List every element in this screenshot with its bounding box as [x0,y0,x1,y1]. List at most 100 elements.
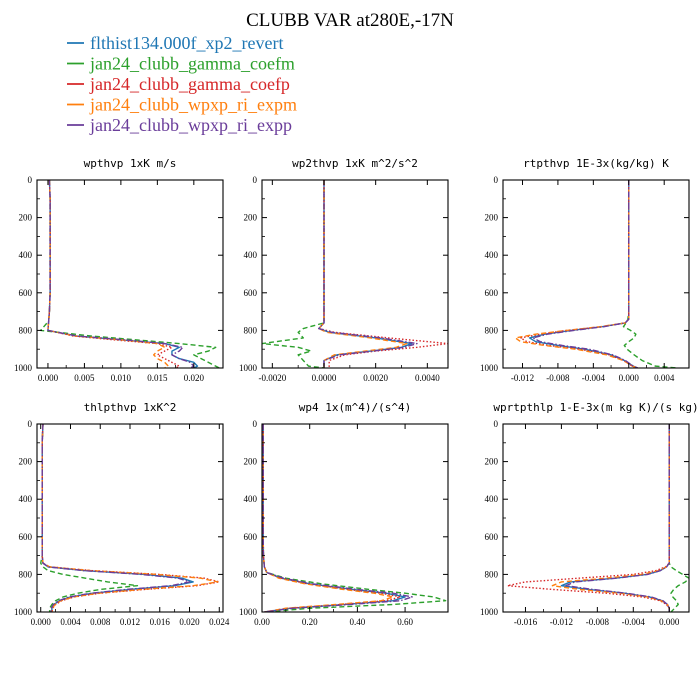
panel-5: wp4 1x(m^4)/(s^4) 0.00 0.20 0.40 0.60 0 200 400… [239,401,449,627]
y-tick-label: 1000 [480,607,499,617]
legend-label: jan24_clubb_gamma_coefp [89,74,290,94]
y-tick-label: 200 [244,457,258,467]
x-tick-label: -0.004 [622,617,646,627]
series-line-3 [506,424,670,612]
y-tick-label: 200 [485,213,499,223]
y-tick-label: 0 [28,175,33,185]
series-line-3 [318,180,448,368]
x-tick-label: 0.010 [111,373,132,383]
series-line-4 [318,180,408,368]
series-line-5 [532,180,638,368]
x-tick-label: 0.012 [120,617,140,627]
series-group [506,424,689,612]
plot-frame [261,179,449,369]
panel-title: thlpthvp 1xK^2 [84,401,177,414]
series-line-1 [262,424,406,612]
panel-3: rtpthvp 1E-3x(kg/kg) K -0.012 -0.008 -0.004… [480,157,690,383]
y-tick-label: 0 [494,175,499,185]
legend-label: jan24_clubb_gamma_coefm [89,54,295,74]
series-line-2 [40,424,139,612]
y-tick-label: 0 [494,419,499,429]
series-line-5 [565,424,670,612]
y-tick-label: 800 [19,569,33,579]
y-tick-label: 0 [253,175,258,185]
y-tick-label: 800 [485,569,499,579]
x-tick-label: -0.0020 [258,373,286,383]
x-tick-label: 0.015 [147,373,168,383]
x-tick-label: -0.008 [546,373,570,383]
x-tick-label: 0.020 [184,373,205,383]
series-line-1 [318,180,413,368]
panels: wpthvp 1xK m/s0.000 0.005 0.010 0.015 0.0200… [14,157,699,627]
x-tick-label: 0.000 [659,617,680,627]
series-line-3 [41,424,220,612]
x-tick-label: -0.004 [582,373,606,383]
x-tick-label: -0.012 [550,617,573,627]
series-line-3 [262,424,402,612]
x-tick-label: 0.016 [150,617,171,627]
x-tick-label: 0.00 [254,617,270,627]
x-tick-label: 0.000 [38,373,59,383]
legend-item: jan24_clubb_gamma_coefp [67,74,290,94]
x-tick-label: 0.40 [350,617,366,627]
series-line-2 [262,180,325,368]
legend: flthist134.000f_xp2_revertjan24_clubb_ga… [67,33,297,135]
series-line-4 [41,424,219,612]
series-group [39,180,220,368]
x-tick-label: 0.0020 [363,373,388,383]
series-line-1 [560,424,670,612]
panel-title: wpthvp 1xK m/s [84,157,177,170]
legend-label: jan24_clubb_wpxp_ri_expp [89,115,292,135]
series-line-4 [262,424,394,612]
x-tick-label: -0.016 [514,617,538,627]
y-tick-label: 400 [19,250,33,260]
panel-1: wpthvp 1xK m/s 0.000 0.005 0.010 0.015 0.020 0… [14,157,224,383]
x-tick-label: 0.005 [74,373,95,383]
plot-frame [502,179,690,369]
legend-label: jan24_clubb_wpxp_ri_expm [89,95,297,115]
y-tick-label: 400 [19,494,33,504]
panel-title: wprtpthlp 1-E-3x(m kg K)/(s kg) [493,401,698,414]
y-tick-label: 400 [485,250,499,260]
series-line-2 [668,424,689,612]
y-tick-label: 200 [485,457,499,467]
legend-item: jan24_clubb_wpxp_ri_expm [67,95,297,115]
y-tick-label: 600 [485,532,499,542]
series-group [40,424,220,612]
y-tick-label: 400 [485,494,499,504]
x-tick-label: 0.024 [209,617,230,627]
x-tick-label: 0.20 [302,617,318,627]
y-tick-label: 400 [244,250,258,260]
series-line-5 [262,424,413,612]
series-line-2 [262,424,447,612]
x-tick-label: 0.020 [179,617,200,627]
figure-title: CLUBB VAR at280E,-17N [246,10,454,31]
y-tick-label: 1000 [14,607,33,617]
series-line-5 [47,180,195,368]
series-line-3 [520,180,638,368]
y-tick-label: 1000 [239,607,258,617]
series-group [514,180,678,368]
x-tick-label: -0.012 [511,373,534,383]
panel-6: wprtpthlp 1-E-3x(m kg K)/(s kg) -0.016 -0.… [480,401,699,627]
x-tick-label: 0.004 [654,373,675,383]
plot-frame [261,423,449,613]
legend-item: flthist134.000f_xp2_revert [67,33,283,53]
panel-title: rtpthvp 1E-3x(kg/kg) K [523,157,669,170]
panel-title: wp2thvp 1xK m^2/s^2 [292,157,418,170]
legend-item: jan24_clubb_gamma_coefm [67,54,295,74]
series-group [262,424,447,612]
y-tick-label: 800 [244,325,258,335]
x-tick-label: 0.60 [397,617,413,627]
series-line-2 [622,180,678,368]
y-tick-label: 600 [19,288,33,298]
x-tick-label: -0.008 [586,617,610,627]
panel-4: thlpthvp 1xK^2 0.000 0.004 0.008 0.012 0.016 0… [14,401,230,627]
series-group [262,180,448,368]
y-tick-label: 200 [244,213,258,223]
y-tick-label: 400 [244,494,258,504]
y-tick-label: 200 [19,213,33,223]
y-tick-label: 1000 [239,363,258,373]
panel-2: wp2thvp 1xK m^2/s^2 -0.0020 0.0000 0.0020 0.… [239,157,449,383]
